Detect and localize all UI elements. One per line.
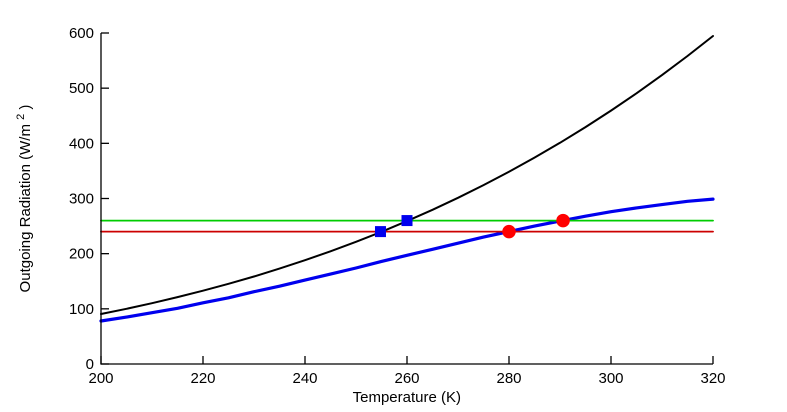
marker-layer [374,213,570,239]
x-tick-label: 300 [598,370,623,387]
x-axis-label: Temperature (K) [353,389,461,406]
y-tick-label: 600 [69,25,94,42]
y-tick-label: 0 [86,356,94,373]
x-tick-label: 240 [292,370,317,387]
y-axis-label-superscript: 2 [15,114,27,120]
y-tick-label: 300 [69,191,94,208]
y-tick-label: 200 [69,246,94,263]
y-tick-label: 400 [69,135,94,152]
series-layer [99,35,715,323]
x-tick-label: 220 [190,370,215,387]
y-tick-label: 500 [69,80,94,97]
x-tick-label: 320 [700,370,725,387]
blue-square-equilibrium-1 [374,226,386,238]
y-axis-label-close-paren: ) [17,105,34,110]
x-tick-label: 260 [394,370,419,387]
x-tick-label: 200 [88,370,113,387]
blackbody-radiation-curve [100,35,714,315]
greenhouse-olr-curve [99,197,715,323]
y-tick-label: 100 [69,301,94,318]
y-axis-label-main: Outgoing Radiation (W/m [17,124,34,292]
red-circle-equilibrium-1 [502,224,516,239]
x-tick-label: 280 [496,370,521,387]
y-axis-label: Outgoing Radiation (W/m 2 ) [11,105,34,293]
red-circle-equilibrium-2 [556,213,570,228]
blue-square-equilibrium-2 [401,215,413,227]
axis-spines [100,33,713,365]
axis-layer: 0 100 200 300 400 500 600 200 220 240 260 280 300 320 [69,25,726,387]
